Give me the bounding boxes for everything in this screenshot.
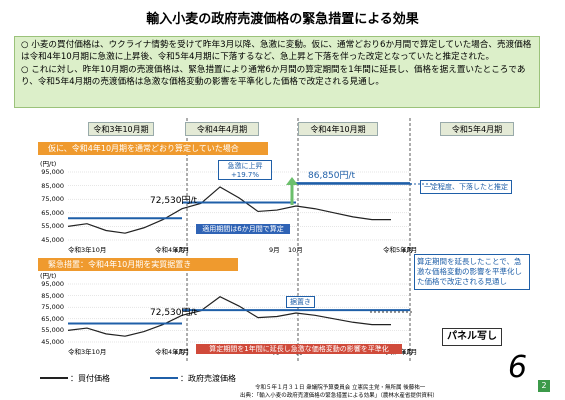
- period-label: 令和4年4月期: [185, 122, 259, 136]
- annotation: 算定期間を1年間に延長し急激な価格変動の影響を平準化: [196, 344, 402, 354]
- y-tick-label: 85,000: [41, 291, 64, 300]
- annotation: 算定期間を延長したことで、急激な価格変動の影響を平準化した価格で改定される見通し: [414, 254, 530, 290]
- period-label: 令和3年10月期: [88, 122, 154, 136]
- annotation: 適用期間は6か月間で算定: [196, 224, 290, 234]
- x-tick-label: 令和4年3月: [155, 246, 190, 254]
- price-line: [67, 186, 391, 234]
- x-tick-label: 令和3年10月: [68, 348, 107, 356]
- x-tick-label: 令和5年3月: [383, 246, 418, 254]
- page-number: 2: [538, 380, 550, 392]
- note: ○ これに対し、昨年10月期の売渡価格は、緊急措置により通常6か月間の算定期間を…: [21, 65, 526, 87]
- y-tick-label: 55,000: [41, 222, 64, 231]
- legend-label: ：政府売渡価格: [180, 374, 236, 383]
- x-tick-label: 10月: [288, 246, 303, 254]
- x-tick-label: 4月: [402, 246, 413, 254]
- x-tick-label: 4月: [174, 246, 185, 254]
- x-tick-label: 令和3年10月: [68, 246, 107, 254]
- footer: 出典：「輸入小麦の政府売渡価格の緊急措置による効果」（農林水産省提供資料）: [240, 393, 438, 399]
- page-mark: 6: [508, 350, 528, 385]
- y-tick-label: 45,000: [41, 236, 64, 244]
- legend-label: ：買付価格: [70, 374, 110, 383]
- price-line: [67, 296, 391, 337]
- y-axis-label: (円/t): [40, 160, 57, 168]
- y-tick-label: 75,000: [41, 303, 64, 312]
- x-tick-label: 4月: [402, 348, 413, 356]
- note: ○ 小麦の買付価格は、ウクライナ情勢を受けて昨年3月以降、急激に変動。仮に、通常…: [21, 40, 532, 62]
- chart-title: 仮に、令和4年10月期を通常どおり算定していた場合: [38, 142, 268, 155]
- period-label: 令和4年10月期: [298, 122, 378, 136]
- y-tick-label: 95,000: [41, 168, 64, 176]
- x-tick-label: 9月: [269, 246, 280, 254]
- annotation: 据置き: [286, 296, 315, 308]
- y-tick-label: 95,000: [41, 280, 64, 288]
- annotation: 急激に上昇 +19.7%: [218, 160, 272, 180]
- x-tick-label: 4月: [174, 348, 185, 356]
- y-tick-label: 65,000: [41, 208, 64, 217]
- chart-title: 緊急措置：令和4年10月期を実質据置き: [38, 258, 238, 271]
- y-tick-label: 65,000: [41, 314, 64, 323]
- footer: 令和５年１月３１日 衆議院予算委員会 立憲民主党・無所属 後藤祐一: [255, 385, 426, 391]
- notes-box: ○ 小麦の買付価格は、ウクライナ情勢を受けて昨年3月以降、急激に変動。仮に、通常…: [14, 36, 540, 108]
- y-tick-label: 75,000: [41, 195, 64, 204]
- y-tick-label: 55,000: [41, 326, 64, 335]
- y-tick-label: 45,000: [41, 338, 64, 346]
- annotation: 86,850円/t: [308, 171, 356, 181]
- y-tick-label: 85,000: [41, 181, 64, 190]
- stamp: パネル写し: [442, 328, 502, 346]
- slide-title: 輸入小麦の政府売渡価格の緊急措置による効果: [146, 12, 419, 27]
- annotation: 72,530円/t: [150, 308, 198, 318]
- annotation: 一定程度、下落したと推定: [420, 180, 512, 194]
- y-axis-label: (円/t): [40, 272, 57, 280]
- annotation: 72,530円/t: [150, 196, 198, 206]
- x-tick-label: 令和4年3月: [155, 348, 190, 356]
- rise-arrow-head: [286, 177, 298, 185]
- period-label: 令和5年4月期: [440, 122, 514, 136]
